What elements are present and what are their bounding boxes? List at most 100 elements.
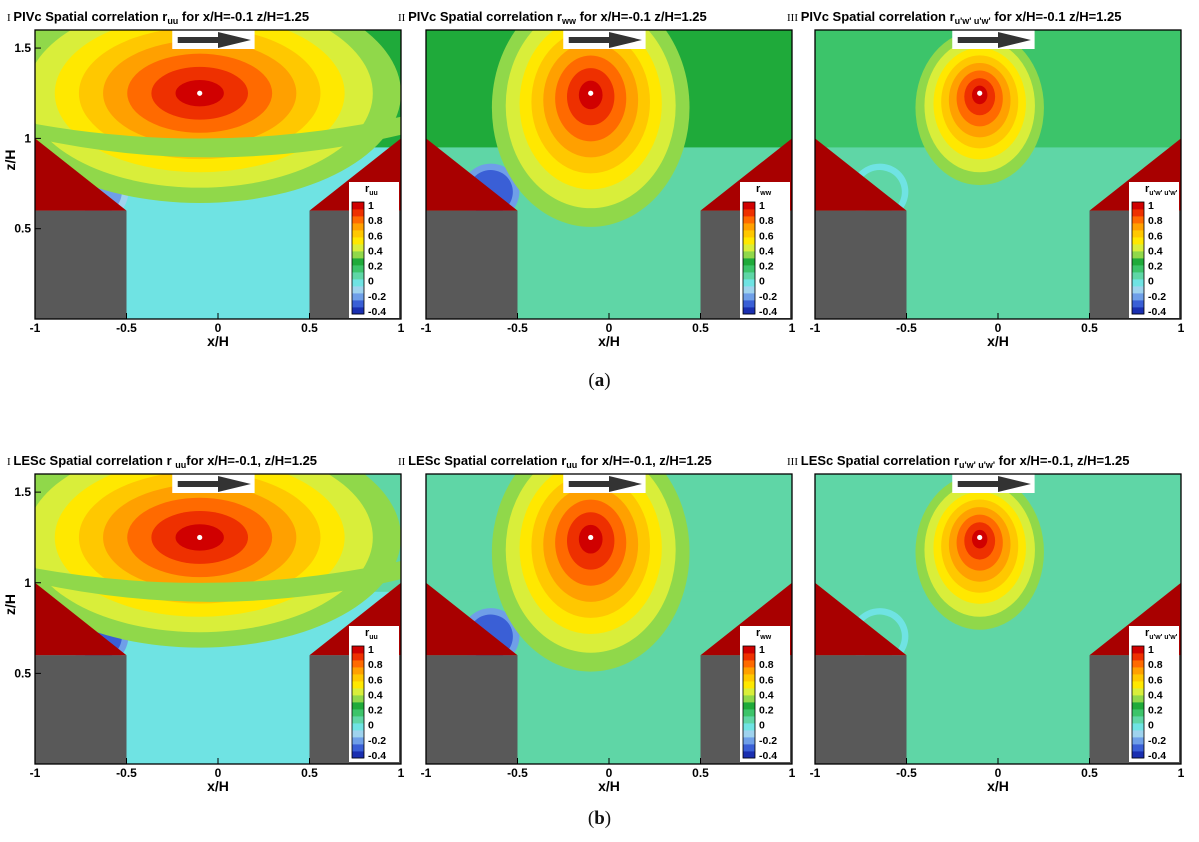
panel-title-text: LESc Spatial correlation r (13, 453, 175, 468)
panel-title: II LESc Spatial correlation ruu for x/H=… (398, 453, 712, 470)
panel-title-subscript: uu (167, 16, 178, 26)
chart-panel-4: I LESc Spatial correlation r uufor x/H=-… (2, 453, 405, 794)
colorbar-tick-label: 0.4 (759, 689, 774, 701)
colorbar-tick-label: 0 (368, 720, 374, 732)
x-tick-label: 1 (789, 766, 796, 780)
left-building-wall (815, 210, 907, 319)
left-building-roof (815, 582, 907, 656)
flow-arrow-icon (957, 32, 1031, 48)
colorbar-tick-label: 0.6 (759, 674, 774, 686)
panel-title: III PIVc Spatial correlation ru'w' u'w' … (787, 9, 1121, 26)
panel-title-subscript: uu (175, 460, 186, 470)
colorbar-swatch (743, 660, 755, 668)
colorbar-swatch (743, 216, 755, 224)
reference-point (197, 90, 203, 96)
flow-arrow-icon (177, 32, 251, 48)
colorbar-swatch (352, 646, 364, 654)
reference-point (977, 534, 983, 541)
colorbar-tick-label: 1 (368, 644, 374, 656)
colorbar-swatch (743, 223, 755, 231)
colorbar-swatch (1132, 307, 1144, 315)
colorbar-swatch (743, 744, 755, 752)
colorbar-swatch (743, 737, 755, 745)
colorbar-swatch (1132, 646, 1144, 654)
x-tick-label: 1 (789, 321, 796, 335)
colorbar-swatch (1132, 279, 1144, 287)
colorbar-tick-label: 0.4 (1148, 245, 1163, 257)
colorbar-tick-label: 0 (759, 720, 765, 732)
x-tick-label: -1 (30, 321, 41, 335)
colorbar-swatch (743, 230, 755, 238)
colorbar-swatch (352, 272, 364, 280)
y-tick-label: 1.5 (14, 41, 31, 55)
y-tick-label: 1.5 (14, 485, 31, 499)
x-tick-label: 0 (215, 766, 222, 780)
panel-title-text: LESc Spatial correlation r (801, 453, 959, 468)
colorbar-tick-label: -0.4 (368, 306, 386, 318)
reference-point (977, 90, 983, 96)
panel-roman-numeral: II (398, 456, 408, 468)
colorbar-swatch (352, 667, 364, 675)
colorbar-swatch (743, 723, 755, 731)
colorbar-swatch (1132, 202, 1144, 210)
colorbar-tick-label: -0.2 (1148, 291, 1166, 303)
colorbar-title: rww (756, 627, 772, 641)
panel-title-suffix: for x/H=-0.1, z/H=1.25 (186, 453, 317, 468)
colorbar-tick-label: 0.6 (368, 230, 383, 242)
colorbar-swatch (743, 646, 755, 654)
colorbar-tick-label: -0.2 (759, 291, 777, 303)
colorbar-swatch (352, 202, 364, 210)
colorbar-tick-label: 1 (1148, 644, 1154, 656)
colorbar-swatch (1132, 293, 1144, 301)
x-axis-label: x/H (987, 778, 1009, 794)
left-building-roof (426, 138, 518, 211)
panel-title-subscript: uu (566, 460, 577, 470)
flow-arrow-icon (177, 476, 251, 492)
colorbar-tick-label: -0.2 (1148, 735, 1166, 747)
colorbar-swatch (1132, 688, 1144, 696)
colorbar-tick-label: 0.6 (1148, 674, 1163, 686)
colorbar-swatch (352, 737, 364, 745)
colorbar-swatch (352, 300, 364, 308)
colorbar-swatch (1132, 223, 1144, 231)
y-tick-label: 0.5 (14, 222, 31, 236)
colorbar-frame (1131, 645, 1145, 759)
colorbar-tick-label: 0.8 (759, 215, 774, 227)
panel-roman-numeral: II (398, 12, 408, 24)
panel-title-subscript: u'w' u'w' (955, 16, 991, 26)
panel-title: I PIVc Spatial correlation ruu for x/H=-… (7, 9, 309, 26)
colorbar-swatch (743, 251, 755, 259)
correlation-field (35, 30, 401, 319)
panel-title-suffix: for x/H=-0.1 z/H=1.25 (178, 9, 309, 24)
colorbar-legend: ruu 1 0.8 0.6 0.4 0.2 0 -0.2 -0.4 (349, 182, 399, 318)
colorbar-swatch (352, 751, 364, 759)
colorbar-tick-label: 0.6 (1148, 230, 1163, 242)
x-tick-label: 0.5 (1081, 321, 1098, 335)
panel-roman-numeral: III (787, 456, 801, 468)
colorbar-swatch (1132, 751, 1144, 759)
colorbar-swatch (1132, 286, 1144, 294)
left-building-wall (426, 210, 518, 319)
colorbar-tick-label: 0.8 (1148, 659, 1163, 671)
colorbar-swatch (1132, 695, 1144, 703)
panel-roman-numeral: III (787, 12, 801, 24)
colorbar-swatch (352, 216, 364, 224)
colorbar-swatch (352, 244, 364, 252)
x-tick-label: 0 (995, 321, 1002, 335)
colorbar-swatch (743, 279, 755, 287)
colorbar-tick-label: 1 (368, 200, 374, 212)
colorbar-tick-label: -0.4 (1148, 306, 1166, 318)
panel-title-text: PIVc Spatial correlation r (801, 9, 955, 24)
colorbar-swatch (743, 258, 755, 266)
x-axis-label: x/H (207, 333, 229, 349)
colorbar-swatch (743, 265, 755, 273)
colorbar-swatch (1132, 653, 1144, 661)
colorbar-swatch (743, 681, 755, 689)
panel-title-suffix: for x/H=-0.1 z/H=1.25 (991, 9, 1122, 24)
colorbar-tick-label: -0.4 (759, 750, 777, 762)
colorbar-swatch (1132, 216, 1144, 224)
colorbar-title: ru'w' u'w' (1145, 627, 1178, 641)
colorbar-swatch (352, 681, 364, 689)
colorbar-tick-label: -0.2 (759, 735, 777, 747)
colorbar-swatch (1132, 258, 1144, 266)
